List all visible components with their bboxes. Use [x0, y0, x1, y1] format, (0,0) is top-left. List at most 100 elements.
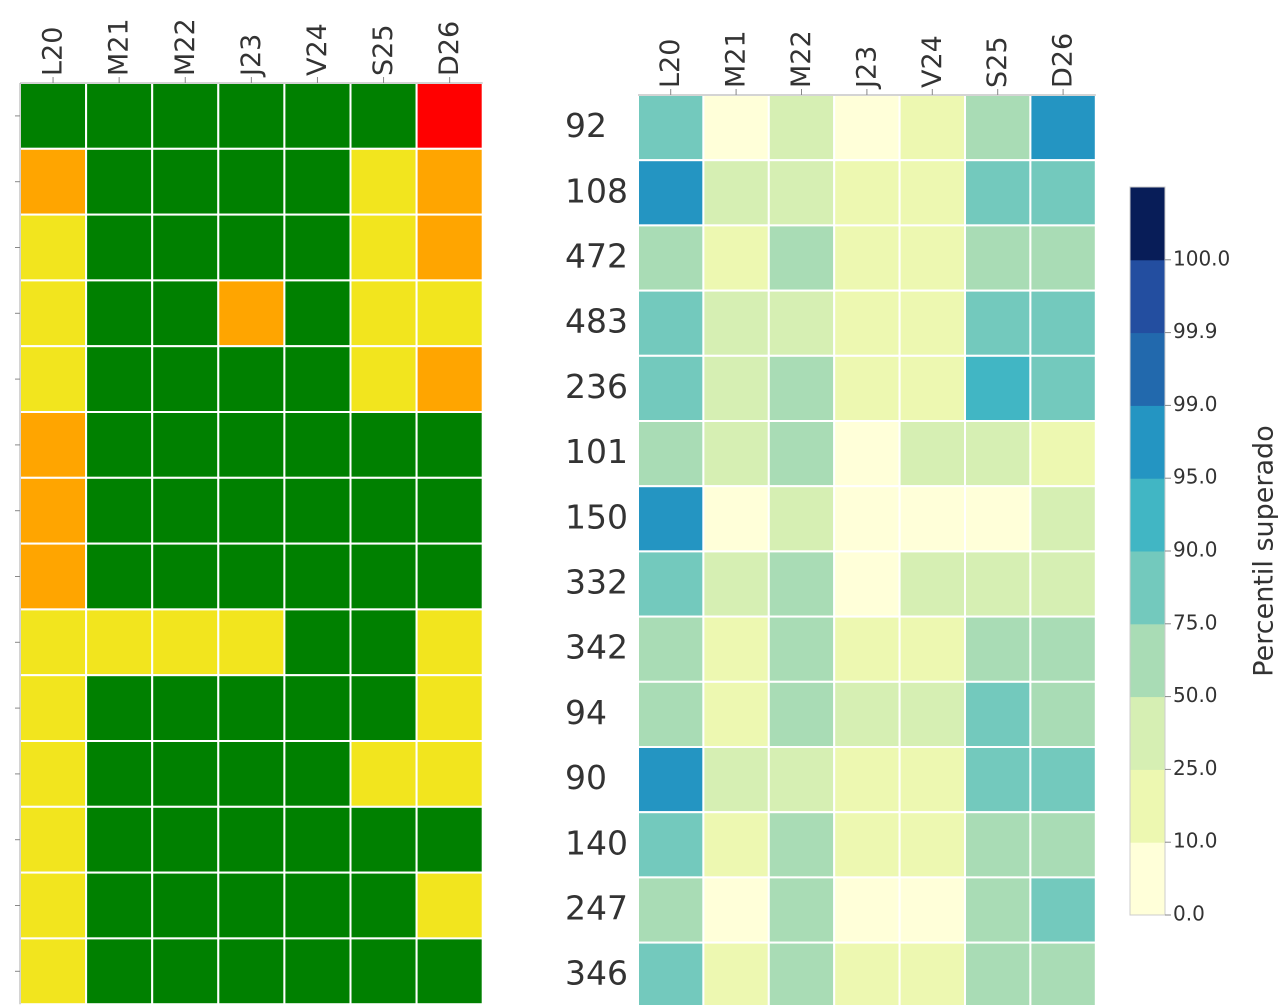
heatmap-cell	[349, 345, 418, 414]
heatmap-cell	[283, 476, 352, 545]
y-tick-label: 101	[565, 432, 628, 471]
heatmap-cell	[898, 746, 966, 814]
heatmap-cell	[637, 420, 705, 488]
heatmap-cell	[217, 147, 286, 216]
heatmap-cell	[833, 941, 901, 1005]
heatmap-cell	[1029, 94, 1097, 162]
colorbar-segment	[1130, 696, 1165, 770]
heatmap-cell	[349, 476, 418, 545]
heatmap-cell	[833, 746, 901, 814]
heatmap-cell	[85, 345, 154, 414]
heatmap-cell	[85, 542, 154, 611]
heatmap-cell	[217, 674, 286, 743]
heatmap-cell	[964, 354, 1032, 422]
heatmap-cell	[964, 550, 1032, 618]
heatmap-cell	[415, 279, 484, 348]
heatmap-cell	[1029, 615, 1097, 683]
heatmap-cell	[19, 82, 88, 150]
heatmap-cell	[767, 420, 836, 488]
heatmap-cell	[151, 608, 220, 677]
heatmap-cell	[964, 615, 1032, 683]
x-tick-label: M22	[170, 18, 201, 76]
y-tick-label: 332	[565, 563, 628, 602]
heatmap-cell	[151, 411, 220, 479]
heatmap-cell	[767, 746, 836, 814]
heatmap-cell	[151, 345, 220, 414]
heatmap-cell	[964, 159, 1032, 227]
colorbar-tick-label: 99.0	[1173, 392, 1218, 416]
heatmap-cell	[19, 411, 88, 479]
heatmap-cell	[19, 345, 88, 414]
x-tick-label: L20	[655, 39, 686, 88]
heatmap-cell	[283, 805, 352, 874]
heatmap-cell	[349, 82, 418, 150]
heatmap-cell	[1029, 876, 1097, 944]
heatmap-cell	[1029, 550, 1097, 618]
y-tick-label: 236	[565, 367, 628, 406]
heatmap-cell	[151, 213, 220, 282]
heatmap-cell	[702, 811, 770, 879]
heatmap-cell	[349, 871, 418, 940]
y-tick-label: 483	[565, 302, 628, 341]
heatmap-cell	[637, 289, 705, 357]
heatmap-cell	[898, 680, 966, 748]
heatmap-cell	[283, 871, 352, 940]
y-tick-label: 150	[565, 497, 628, 536]
heatmap-cell	[415, 937, 484, 1005]
colorbar-tick-label: 50.0	[1173, 683, 1218, 707]
colorbar-tick-label: 100.0	[1173, 246, 1230, 270]
heatmap-cell	[833, 420, 901, 488]
heatmap-cell	[964, 420, 1032, 488]
heatmap-cell	[898, 289, 966, 357]
y-tick-label: 346	[565, 954, 628, 993]
heatmap-cell	[19, 871, 88, 940]
heatmap-cell	[85, 411, 154, 479]
heatmap-cell	[415, 213, 484, 282]
colorbar-segment	[1130, 259, 1165, 334]
heatmap-cell	[415, 345, 484, 414]
heatmap-cell	[637, 615, 705, 683]
x-tick-label: M21	[721, 30, 752, 88]
heatmap-cell	[767, 94, 836, 162]
heatmap-cell	[217, 345, 286, 414]
heatmap-cell	[898, 615, 966, 683]
colorbar-tick-label: 95.0	[1173, 465, 1218, 489]
heatmap-cell	[964, 876, 1032, 944]
heatmap-cell	[702, 224, 770, 292]
heatmap-cell	[283, 82, 352, 150]
heatmap-cell	[19, 542, 88, 611]
heatmap-cell	[702, 159, 770, 227]
y-tick-label: 90	[565, 758, 607, 797]
heatmap-cell	[19, 279, 88, 348]
heatmap-cell	[702, 941, 770, 1005]
heatmap-cell	[85, 937, 154, 1005]
heatmap-cell	[349, 213, 418, 282]
colorbar-segment	[1130, 842, 1165, 916]
heatmap-cell	[151, 674, 220, 743]
heatmap-cell	[964, 680, 1032, 748]
heatmap-cell	[1029, 941, 1097, 1005]
heatmap-cell	[283, 147, 352, 216]
heatmap-cell	[415, 674, 484, 743]
colorbar-tick-label: 75.0	[1173, 610, 1218, 634]
heatmap-cell	[637, 876, 705, 944]
heatmap-cell	[702, 550, 770, 618]
colorbar-tick-label: 10.0	[1173, 829, 1218, 853]
heatmap-cell	[151, 871, 220, 940]
heatmap-cell	[702, 94, 770, 162]
heatmap-cell	[283, 740, 352, 808]
heatmap-cell	[151, 740, 220, 808]
heatmap-cell	[151, 476, 220, 545]
heatmap-cell	[19, 674, 88, 743]
heatmap-cell	[964, 941, 1032, 1005]
heatmap-cell	[833, 354, 901, 422]
heatmap-cell	[217, 608, 286, 677]
x-tick-label: M22	[786, 30, 817, 88]
colorbar-tick-label: 0.0	[1173, 902, 1205, 926]
heatmap-cell	[898, 876, 966, 944]
y-tick-label: 472	[565, 237, 628, 276]
heatmap-cell	[898, 224, 966, 292]
heatmap-cell	[964, 485, 1032, 553]
heatmap-cell	[702, 420, 770, 488]
